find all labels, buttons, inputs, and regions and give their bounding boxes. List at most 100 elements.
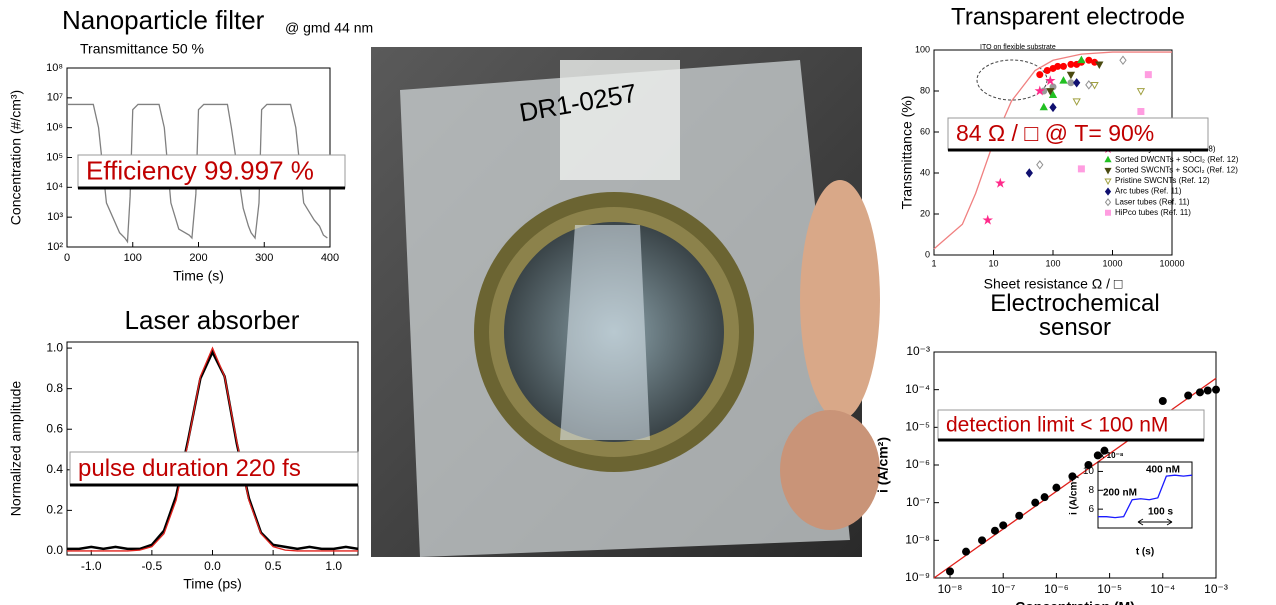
- marker: [1068, 80, 1074, 86]
- marker: [1055, 63, 1061, 69]
- marker: [1044, 68, 1050, 74]
- marker: [1145, 72, 1151, 78]
- x-tick-label: 200: [189, 252, 207, 264]
- marker: [979, 537, 986, 544]
- y-tick-label: 0.4: [46, 462, 63, 476]
- y-tick-label: 1.0: [46, 340, 63, 354]
- x-tick-label: -1.0: [81, 559, 102, 573]
- inset-label: 100 s: [1148, 507, 1173, 518]
- y-tick-label: 0: [925, 249, 930, 259]
- marker: [1096, 62, 1103, 68]
- x-tick-label: 10: [988, 258, 998, 268]
- y-tick-label: 10⁻⁴: [905, 382, 930, 396]
- y-tick-label: 0.2: [46, 503, 63, 517]
- y-axis-label: Transmittance (%): [899, 96, 915, 210]
- y-tick-label: 10⁻³: [906, 344, 930, 358]
- marker: [1032, 499, 1039, 506]
- x-tick-label: 0.5: [265, 559, 282, 573]
- marker: [1106, 199, 1111, 206]
- marker: [1078, 166, 1084, 172]
- y-tick-label: 10⁸: [46, 62, 63, 74]
- marker: [1185, 392, 1192, 399]
- y-tick-label: 8: [1088, 485, 1094, 496]
- marker: [1000, 522, 1007, 529]
- y-tick-label: 10: [1083, 466, 1095, 477]
- y-tick-label: 0.6: [46, 421, 63, 435]
- y-tick-label: 0.8: [46, 381, 63, 395]
- marker: [1060, 63, 1066, 69]
- y-tick-label: 20: [920, 208, 930, 218]
- marker: [1106, 188, 1111, 195]
- photo: DR1-0257: [371, 47, 880, 557]
- multiplier: x 10⁻⁸: [1100, 451, 1124, 460]
- annotation: Efficiency 99.997 %: [86, 155, 314, 185]
- marker: [1091, 82, 1098, 88]
- y-tick-label: 10²: [47, 241, 63, 253]
- x-tick-label: 10⁻⁷: [991, 582, 1015, 596]
- x-tick-label: 300: [255, 252, 273, 264]
- x-axis-label: Time (ps): [183, 576, 242, 592]
- x-tick-label: 0.0: [204, 559, 221, 573]
- marker: [1050, 104, 1056, 112]
- callout-ellipse: [977, 60, 1047, 100]
- marker: [1105, 157, 1111, 162]
- marker: [963, 548, 970, 555]
- page: DR1-0257 0 100 200 300 400 10² 10³ 10⁴ 10⁵ 10⁶ 10⁷…: [0, 0, 1276, 605]
- x-tick-label: 400: [321, 252, 339, 264]
- marker: [1078, 57, 1085, 63]
- marker: [1037, 161, 1043, 169]
- y-tick-label: 10⁴: [46, 181, 63, 193]
- y-tick-label: 10⁵: [46, 151, 63, 163]
- marker: [1016, 512, 1023, 519]
- marker: [1105, 179, 1111, 184]
- y-axis-label: Concentration (#/cm³): [8, 90, 24, 225]
- y-tick-label: 10⁻⁸: [905, 533, 930, 547]
- legend-label: Laser tubes (Ref. 11): [1115, 197, 1190, 206]
- y-axis-label: i (A/cm²): [1069, 475, 1080, 515]
- note: Transmittance 50 %: [80, 41, 204, 57]
- legend-label: Pristine SWCNTs (Ref. 12): [1115, 176, 1210, 185]
- marker: [1106, 210, 1111, 215]
- marker: [1068, 61, 1074, 67]
- marker: [1026, 169, 1032, 177]
- series-line: [67, 348, 358, 551]
- x-axis-label: t (s): [1136, 547, 1154, 558]
- legend-label: Sorted DWCNTs + SOCl₂ (Ref. 12): [1115, 155, 1239, 164]
- marker: [1074, 79, 1080, 87]
- x-tick-label: 10⁻³: [1204, 582, 1228, 596]
- marker: [1138, 89, 1145, 95]
- annotation: pulse duration 220 fs: [78, 455, 301, 482]
- marker: [1041, 494, 1048, 501]
- marker: [947, 568, 954, 575]
- callout: ITO on flexible substrate: [980, 44, 1056, 51]
- y-tick-label: 10⁻⁵: [905, 420, 930, 434]
- y-axis-label: i (A/cm²): [875, 437, 891, 493]
- marker: [1047, 77, 1054, 84]
- marker: [1073, 99, 1080, 105]
- x-tick-label: 10⁻⁵: [1097, 582, 1122, 596]
- chart-title: Laser absorber: [125, 305, 300, 335]
- marker: [991, 527, 998, 534]
- y-tick-label: 10⁷: [47, 92, 63, 104]
- plot-frame: [67, 342, 358, 555]
- subtitle: @ gmd 44 nm: [285, 20, 373, 36]
- x-tick-label: 10000: [1159, 258, 1184, 268]
- y-tick-label: 0.0: [46, 543, 63, 557]
- series-line: [67, 352, 358, 549]
- x-tick-label: 10⁻⁸: [938, 582, 963, 596]
- chart-title: Transparent electrode: [951, 3, 1185, 30]
- x-tick-label: 1.0: [325, 559, 342, 573]
- annotation: detection limit < 100 nM: [946, 414, 1168, 437]
- inset-label: 200 nM: [1103, 488, 1137, 499]
- y-tick-label: 10⁶: [46, 122, 63, 134]
- y-tick-label: 60: [920, 126, 930, 136]
- x-tick-label: 10⁻⁶: [1044, 582, 1069, 596]
- marker: [1196, 389, 1203, 396]
- marker: [1159, 398, 1166, 405]
- y-tick-label: 10³: [47, 211, 63, 223]
- y-axis-label: Normalized amplitude: [8, 381, 24, 517]
- marker: [1040, 104, 1047, 110]
- y-tick-label: 6: [1088, 504, 1094, 515]
- inset-label: 400 nM: [1146, 465, 1180, 476]
- x-tick-label: 100: [1045, 258, 1060, 268]
